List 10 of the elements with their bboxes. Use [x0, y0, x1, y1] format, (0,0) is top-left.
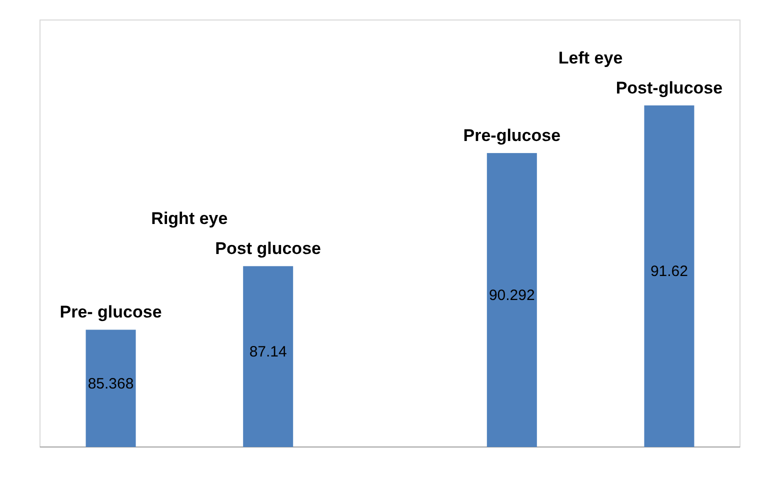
annotation: Pre- glucose [60, 302, 162, 322]
annotation: Pre-glucose [463, 126, 561, 146]
annotation: Post glucose [215, 239, 321, 258]
annotation: Left eye [558, 48, 623, 68]
data-label: 87.14 [249, 344, 287, 361]
data-label: 91.62 [650, 263, 688, 280]
data-label: 85.368 [88, 375, 134, 392]
annotation: Post-glucose [616, 78, 723, 98]
data-label: 90.292 [488, 287, 535, 304]
annotation: Right eye [151, 209, 228, 228]
